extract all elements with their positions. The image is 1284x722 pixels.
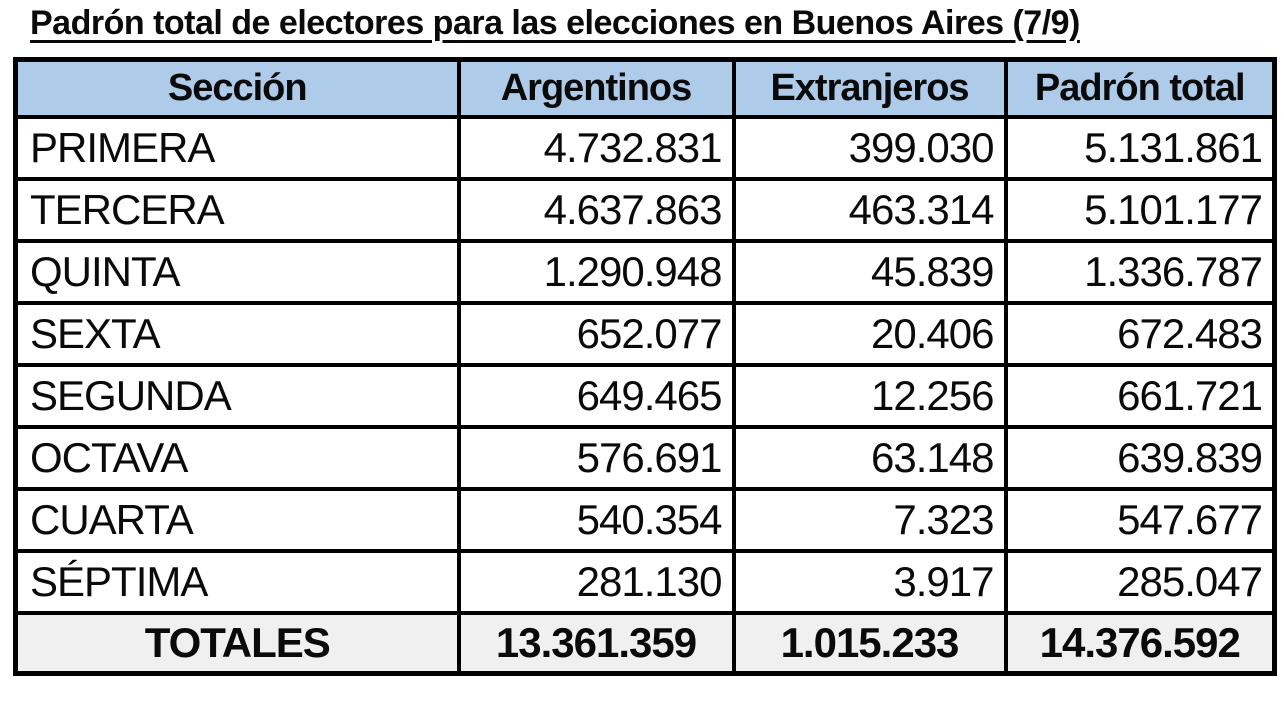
cell-extranjeros: 463.314 [731, 177, 1008, 243]
cell-section: SEGUNDA [13, 363, 461, 429]
cell-padron-total: 5.101.177 [1003, 177, 1277, 243]
column-header-argentinos: Argentinos [456, 57, 736, 119]
table-header: Sección Argentinos Extranjeros Padrón to… [13, 57, 1277, 119]
totals-label: TOTALES [13, 611, 461, 676]
totals-padron-total-cell: 14.376.592 [1003, 611, 1277, 676]
cell-padron-total: 661.721 [1003, 363, 1277, 429]
cell-extranjeros: 3.917 [731, 549, 1008, 615]
cell-argentinos: 649.465 [456, 363, 736, 429]
cell-section: TERCERA [13, 177, 461, 243]
cell-argentinos: 4.732.831 [456, 115, 736, 181]
cell-extranjeros: 7.323 [731, 487, 1008, 553]
table-row: SÉPTIMA 281.130 3.917 285.047 [13, 549, 1277, 615]
cell-padron-total: 285.047 [1003, 549, 1277, 615]
cell-extranjeros: 399.030 [731, 115, 1008, 181]
table-footer: TOTALES 13.361.359 1.015.233 14.376.592 [13, 611, 1277, 676]
cell-padron-total: 5.131.861 [1003, 115, 1277, 181]
cell-extranjeros: 20.406 [731, 301, 1008, 367]
column-header-seccion: Sección [13, 57, 461, 119]
table-row: QUINTA 1.290.948 45.839 1.336.787 [13, 239, 1277, 305]
cell-section: SÉPTIMA [13, 549, 461, 615]
cell-argentinos: 1.290.948 [456, 239, 736, 305]
table-row: TERCERA 4.637.863 463.314 5.101.177 [13, 177, 1277, 243]
cell-padron-total: 547.677 [1003, 487, 1277, 553]
cell-extranjeros: 63.148 [731, 425, 1008, 491]
cell-argentinos: 281.130 [456, 549, 736, 615]
table-row: SEXTA 652.077 20.406 672.483 [13, 301, 1277, 367]
totals-extranjeros-cell: 1.015.233 [731, 611, 1008, 676]
cell-padron-total: 639.839 [1003, 425, 1277, 491]
page-title: Padrón total de electores para las elecc… [30, 4, 1080, 42]
table-row: OCTAVA 576.691 63.148 639.839 [13, 425, 1277, 491]
table-row: SEGUNDA 649.465 12.256 661.721 [13, 363, 1277, 429]
header-row: Sección Argentinos Extranjeros Padrón to… [13, 57, 1277, 119]
totals-argentinos-cell: 13.361.359 [456, 611, 736, 676]
cell-section: OCTAVA [13, 425, 461, 491]
cell-argentinos: 576.691 [456, 425, 736, 491]
cell-argentinos: 540.354 [456, 487, 736, 553]
cell-padron-total: 1.336.787 [1003, 239, 1277, 305]
cell-extranjeros: 45.839 [731, 239, 1008, 305]
cell-argentinos: 652.077 [456, 301, 736, 367]
cell-argentinos: 4.637.863 [456, 177, 736, 243]
cell-section: PRIMERA [13, 115, 461, 181]
electoral-table: Sección Argentinos Extranjeros Padrón to… [13, 57, 1277, 676]
table-body: PRIMERA 4.732.831 399.030 5.131.861 TERC… [13, 115, 1277, 615]
cell-section: CUARTA [13, 487, 461, 553]
cell-section: QUINTA [13, 239, 461, 305]
table-row: PRIMERA 4.732.831 399.030 5.131.861 [13, 115, 1277, 181]
table-row: CUARTA 540.354 7.323 547.677 [13, 487, 1277, 553]
cell-extranjeros: 12.256 [731, 363, 1008, 429]
cell-section: SEXTA [13, 301, 461, 367]
column-header-extranjeros: Extranjeros [731, 57, 1008, 119]
column-header-padron-total: Padrón total [1003, 57, 1277, 119]
totals-row: TOTALES 13.361.359 1.015.233 14.376.592 [13, 611, 1277, 676]
cell-padron-total: 672.483 [1003, 301, 1277, 367]
